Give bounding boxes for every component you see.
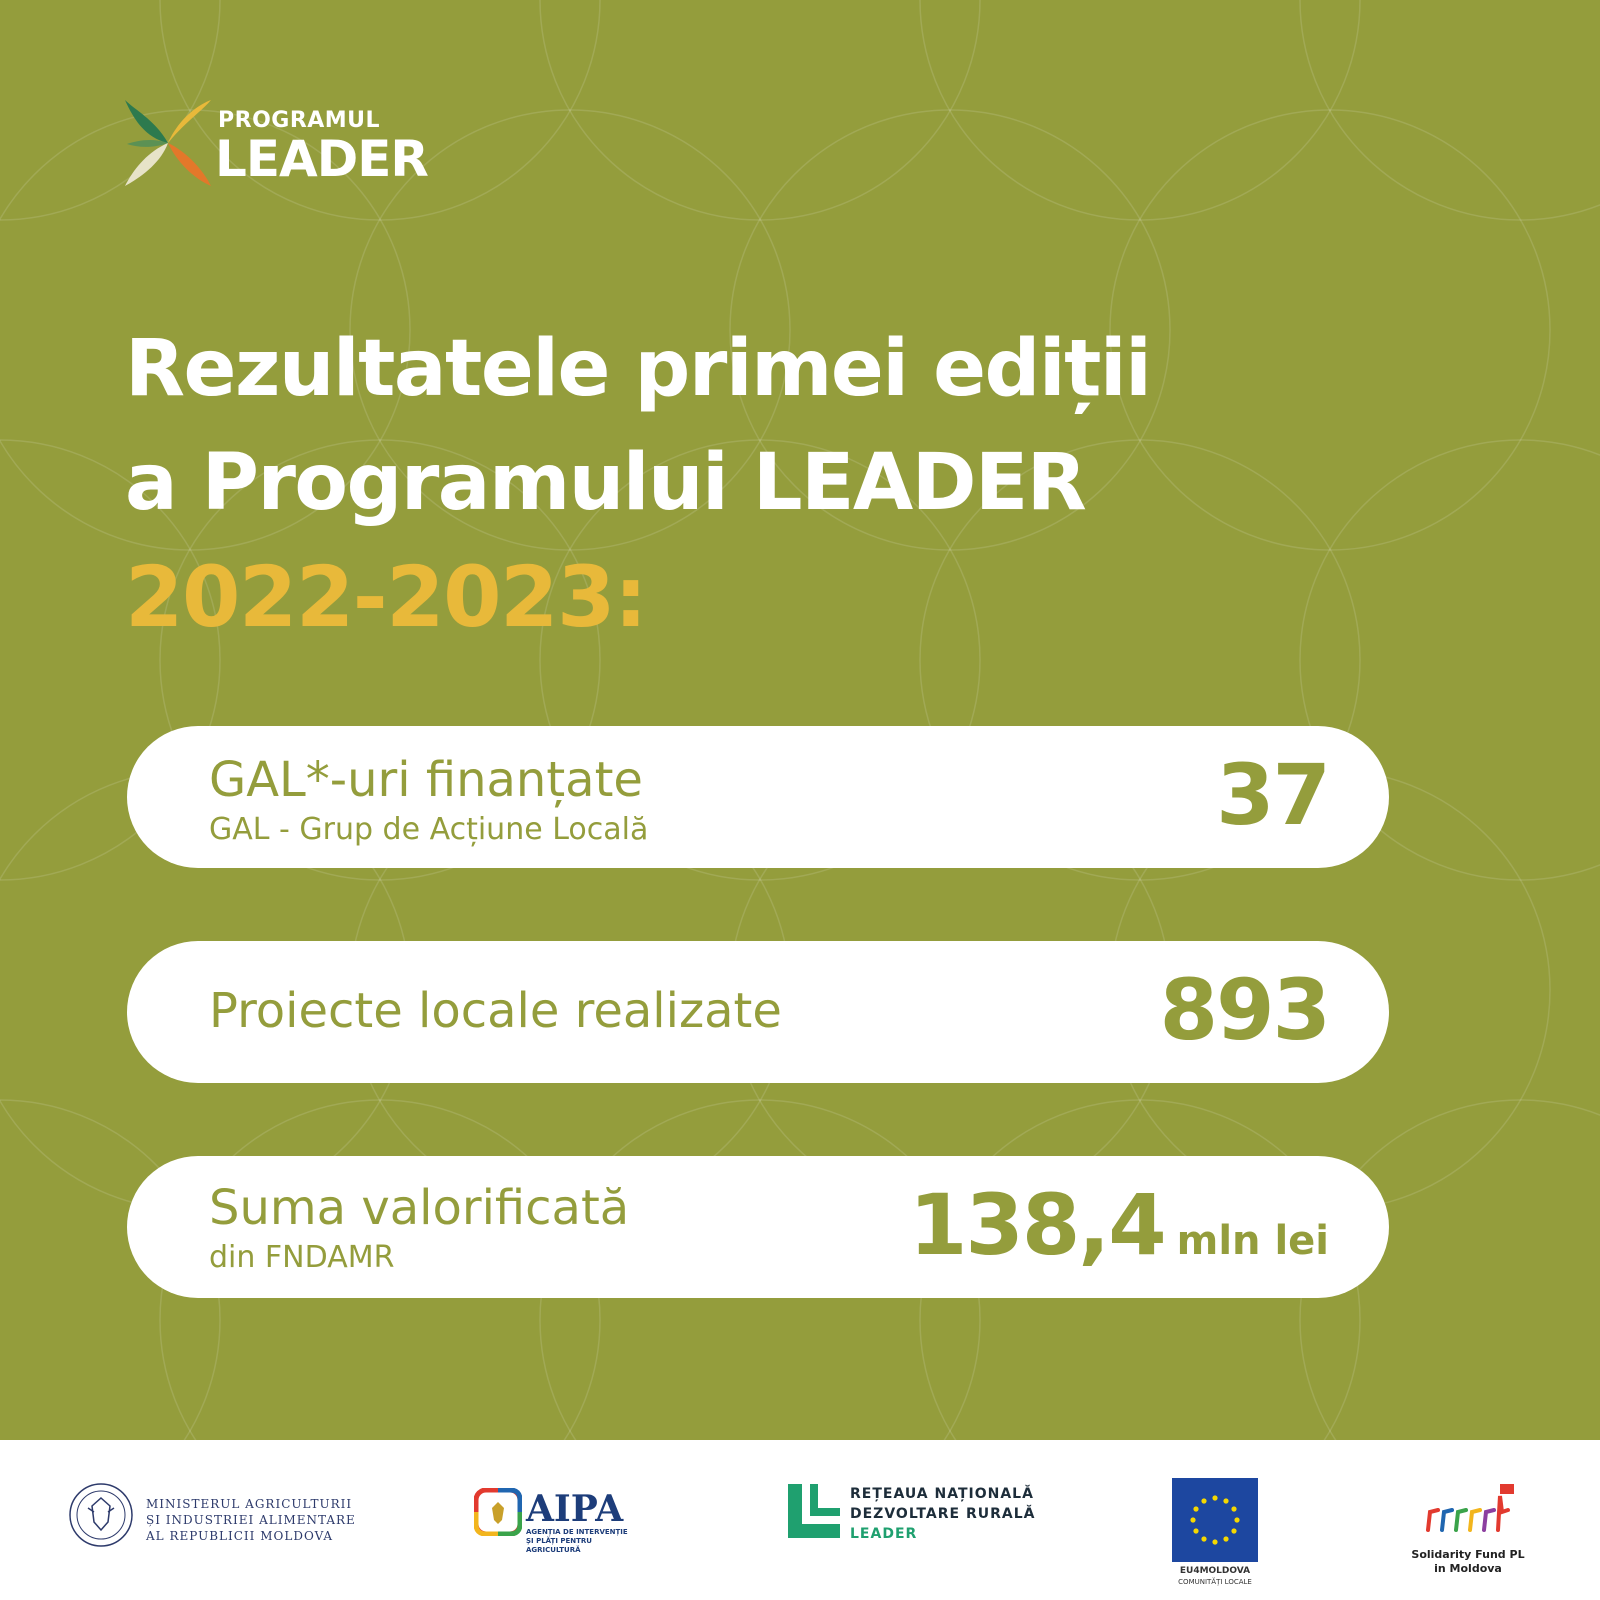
headline: Rezultatele primei ediții a Programului …	[125, 312, 1525, 654]
stat-value: 37	[1216, 746, 1331, 844]
stat-value: 893	[1159, 961, 1331, 1059]
stat-number: 893	[1159, 961, 1331, 1059]
network-line-1: REȚEAUA NAȚIONALĂ	[850, 1486, 1034, 1502]
stat-value: 138,4 mln lei	[909, 1176, 1329, 1274]
stat-number: 37	[1216, 746, 1331, 844]
eu4moldova-logo: EU4MOLDOVA COMUNITĂȚI LOCALE	[1172, 1478, 1258, 1588]
solidarity-line-1: Solidarity Fund PL	[1411, 1548, 1525, 1561]
aipa-name: AIPA	[526, 1488, 624, 1530]
solidarity-fund-logo: Solidarity Fund PL in Moldova	[1408, 1476, 1528, 1586]
solidarity-line-2: in Moldova	[1434, 1562, 1502, 1575]
ministry-line-2: ȘI INDUSTRIEI ALIMENTARE	[146, 1513, 356, 1527]
network-l-icon	[788, 1484, 840, 1538]
headline-year: 2022-2023:	[125, 548, 648, 646]
solidarity-people-icon	[1426, 1484, 1514, 1532]
stat-card-amount: Suma valorificată din FNDAMR 138,4 mln le…	[127, 1156, 1389, 1298]
ministry-name: MINISTERUL AGRICULTURII ȘI INDUSTRIEI AL…	[146, 1496, 356, 1544]
solidarity-caption: Solidarity Fund PL in Moldova	[1408, 1548, 1528, 1576]
stat-sublabel: din FNDAMR	[209, 1240, 395, 1275]
headline-line-1: Rezultatele primei ediții	[125, 324, 1152, 414]
ministry-line-1: MINISTERUL AGRICULTURII	[146, 1497, 353, 1511]
brand-program-label: PROGRAMUL	[218, 108, 381, 133]
eu-caption: EU4MOLDOVA COMUNITĂȚI LOCALE	[1172, 1566, 1258, 1588]
stat-label: GAL*-uri finanțate	[209, 752, 643, 808]
ministry-seal-icon	[69, 1483, 133, 1547]
headline-line-2: a Programului LEADER	[125, 438, 1087, 528]
eu-name: EU4MOLDOVA	[1179, 1566, 1251, 1576]
aipa-subtitle: AGENȚIA DE INTERVENȚIE ȘI PLĂȚI PENTRU A…	[526, 1528, 628, 1554]
brand-leader-label: LEADER	[215, 130, 429, 188]
eu-subtitle: COMUNITĂȚI LOCALE	[1178, 1578, 1252, 1586]
network-line-2: DEZVOLTARE RURALĂ	[850, 1506, 1036, 1522]
stat-card-gal: GAL*-uri finanțate GAL - Grup de Acțiune…	[127, 726, 1389, 868]
network-logo: REȚEAUA NAȚIONALĂ DEZVOLTARE RURALĂ LEAD…	[788, 1484, 1048, 1554]
stat-unit: mln lei	[1176, 1218, 1329, 1264]
ministry-line-3: AL REPUBLICII MOLDOVA	[146, 1529, 334, 1543]
stat-sublabel: GAL - Grup de Acțiune Locală	[209, 812, 649, 847]
aipa-logo: AIPA AGENȚIA DE INTERVENȚIE ȘI PLĂȚI PEN…	[474, 1484, 644, 1554]
stat-label: Proiecte locale realizate	[209, 983, 782, 1039]
stat-card-projects: Proiecte locale realizate 893	[127, 941, 1389, 1083]
stat-label: Suma valorificată	[209, 1180, 630, 1236]
leader-flower-icon	[125, 100, 211, 186]
network-name: REȚEAUA NAȚIONALĂ DEZVOLTARE RURALĂ LEAD…	[850, 1484, 1035, 1544]
partners-footer: MINISTERUL AGRICULTURII ȘI INDUSTRIEI AL…	[0, 1440, 1600, 1600]
network-line-3: LEADER	[850, 1526, 918, 1542]
ministry-logo: MINISTERUL AGRICULTURII ȘI INDUSTRIEI AL…	[68, 1482, 368, 1552]
eu-flag-icon	[1172, 1478, 1258, 1562]
aipa-emblem-icon	[474, 1488, 522, 1536]
stat-number: 138,4	[908, 1176, 1167, 1274]
